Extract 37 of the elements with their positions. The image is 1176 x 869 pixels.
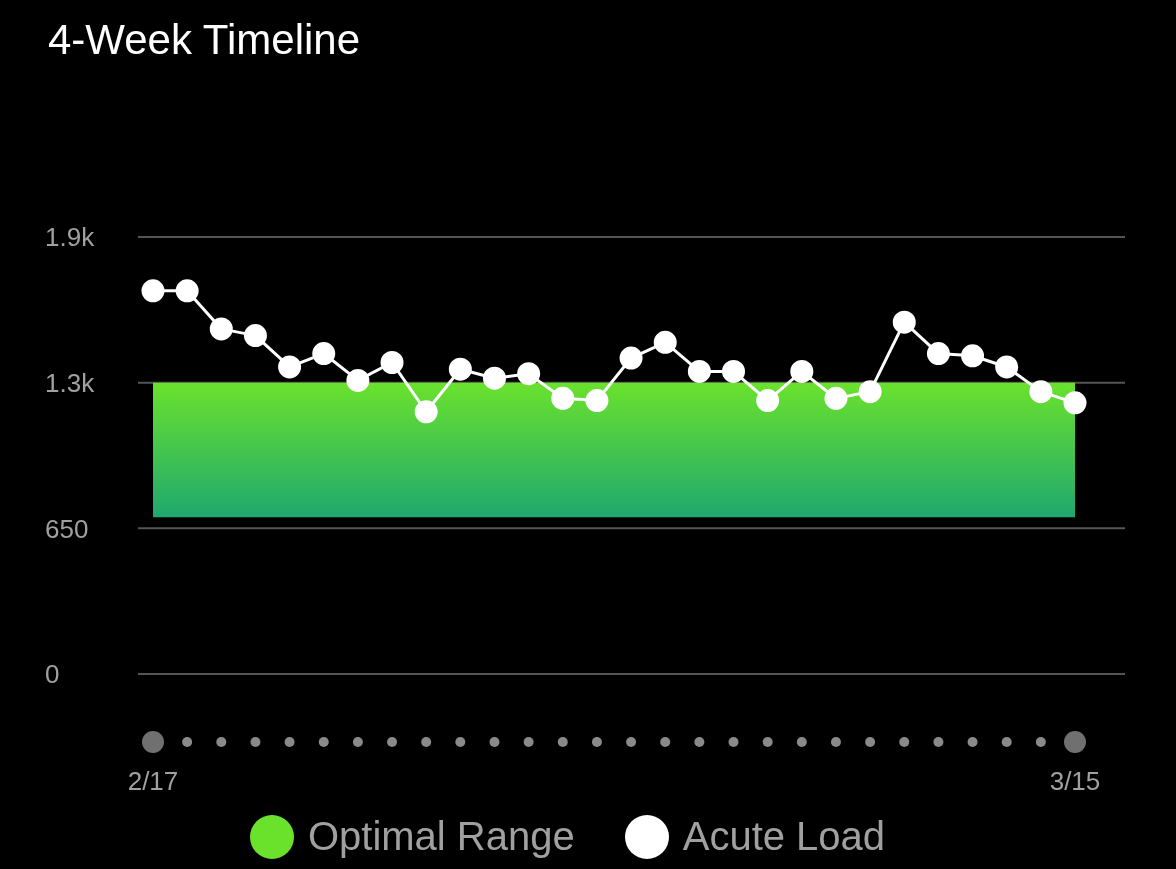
point: [619, 346, 643, 370]
y-tick-label: 650: [45, 513, 89, 544]
point: [722, 359, 746, 383]
legend-label: Acute Load: [681, 814, 886, 859]
point: [892, 310, 916, 334]
point: [551, 386, 575, 410]
point: [1063, 391, 1087, 415]
point: [278, 355, 302, 379]
point: [414, 400, 438, 424]
y-tick-label: 1.9k: [45, 222, 96, 253]
point: [141, 279, 165, 303]
point: [243, 324, 267, 348]
point: [312, 342, 336, 366]
x-tick-label: 3/15: [1049, 766, 1101, 796]
point: [653, 330, 677, 354]
point: [824, 386, 848, 410]
point: [790, 359, 814, 383]
point: [380, 351, 404, 374]
point: [482, 366, 506, 390]
point: [209, 317, 233, 341]
point: [995, 355, 1019, 379]
legend-label: Optimal Range: [306, 814, 575, 859]
point: [1029, 380, 1053, 404]
point: [961, 344, 985, 368]
point: [926, 342, 950, 366]
point: [346, 368, 370, 392]
point: [448, 357, 472, 381]
chart-title: 4-Week Timeline: [48, 16, 361, 64]
x-tick-label: 2/17: [127, 766, 179, 796]
point: [756, 389, 780, 413]
point: [585, 389, 609, 413]
point: [858, 380, 882, 404]
point: [687, 359, 711, 383]
y-tick-label: 0: [45, 659, 60, 690]
y-tick-label: 1.3k: [45, 367, 96, 398]
point: [175, 279, 199, 303]
point: [517, 362, 541, 386]
